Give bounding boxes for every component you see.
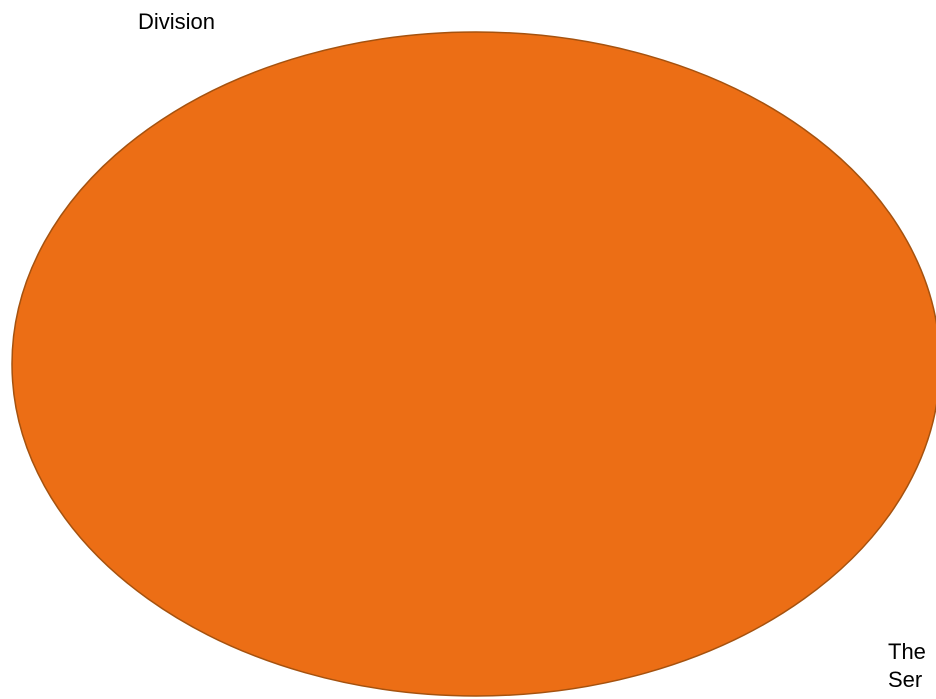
division-label: Division (138, 9, 216, 34)
bottom-label-line2: Ser (888, 667, 923, 692)
bottom-right-label: The Ser (888, 638, 926, 694)
orange-ellipse (11, 31, 936, 697)
bottom-label-line1: The (888, 639, 926, 664)
